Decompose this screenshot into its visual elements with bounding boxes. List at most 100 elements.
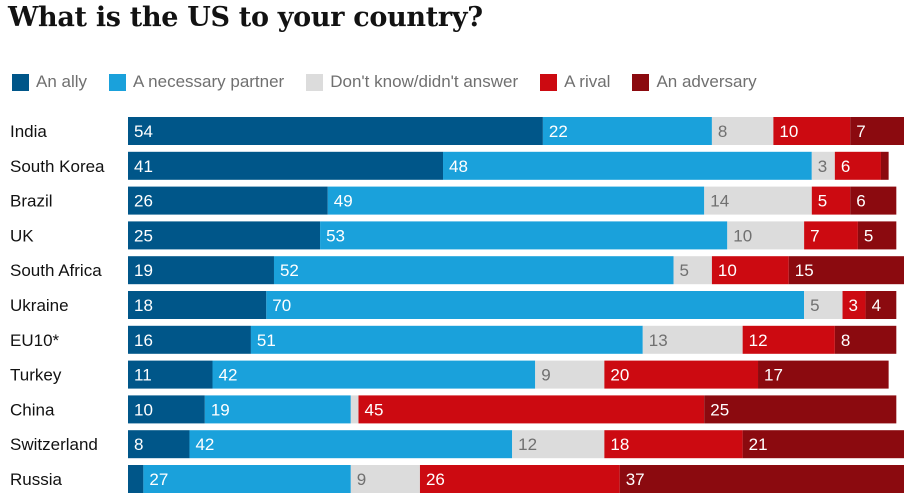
- bar-south-africa-an-ally: [128, 256, 274, 285]
- data-label-china-a-rival: 45: [365, 400, 384, 419]
- data-label-ukraine-a-rival: 3: [849, 296, 858, 315]
- bar-russia-don-t-know-didn-t-answer: [350, 465, 420, 493]
- data-label-eu10-an-adversary: 8: [841, 331, 850, 350]
- bar-south-africa-a-necessary-partner: [273, 256, 674, 285]
- bar-india-a-necessary-partner: [542, 117, 712, 145]
- bar-india-don-t-know-didn-t-answer: [711, 117, 774, 145]
- legend-item-an-adversary: An adversary: [632, 72, 757, 92]
- data-label-china-a-necessary-partner: 19: [211, 400, 230, 419]
- data-label-brazil-don-t-know-didn-t-answer: 14: [710, 192, 729, 211]
- legend-item-don-t-know-didn-t-answer: Don't know/didn't answer: [306, 72, 518, 92]
- legend-label: An ally: [36, 72, 88, 91]
- bar-south-africa-don-t-know-didn-t-answer: [673, 256, 712, 285]
- data-label-turkey-a-necessary-partner: 42: [219, 366, 238, 385]
- data-label-turkey-don-t-know-didn-t-answer: 9: [541, 366, 550, 385]
- data-label-turkey-an-ally: 11: [134, 366, 152, 385]
- bar-south-korea-don-t-know-didn-t-answer: [811, 151, 835, 180]
- data-label-eu10-a-rival: 12: [749, 331, 768, 350]
- data-label-uk-a-necessary-partner: 53: [326, 226, 345, 245]
- bar-india-a-rival: [773, 117, 851, 145]
- data-label-brazil-an-ally: 26: [134, 192, 153, 211]
- bar-eu10-a-rival: [742, 325, 835, 354]
- bar-switzerland-an-ally: [128, 430, 190, 459]
- bar-south-korea-an-adversary: [880, 151, 889, 180]
- bar-turkey-an-ally: [128, 360, 213, 389]
- bar-brazil-a-rival: [811, 186, 851, 215]
- data-label-india-don-t-know-didn-t-answer: 8: [718, 122, 727, 141]
- data-label-russia-don-t-know-didn-t-answer: 9: [357, 470, 366, 489]
- bar-china-a-necessary-partner: [204, 395, 351, 424]
- bar-uk-an-adversary: [857, 221, 897, 250]
- legend-label: An adversary: [656, 72, 757, 91]
- legend-label: A necessary partner: [133, 72, 285, 91]
- data-label-switzerland-a-necessary-partner: 42: [195, 435, 214, 454]
- data-label-eu10-an-ally: 16: [134, 331, 153, 350]
- bar-brazil-an-adversary: [850, 186, 897, 215]
- data-label-russia-an-adversary: 37: [626, 470, 645, 489]
- bar-ukraine-a-rival: [842, 291, 866, 319]
- legend-label: A rival: [564, 72, 611, 91]
- bar-china-an-ally: [128, 395, 205, 424]
- category-label-south-korea: South Korea: [10, 157, 105, 176]
- bar-russia-a-necessary-partner: [143, 465, 351, 493]
- bar-china-a-rival: [358, 395, 705, 424]
- bar-brazil-don-t-know-didn-t-answer: [704, 186, 812, 215]
- data-label-india-a-rival: 10: [779, 122, 798, 141]
- bar-ukraine-an-ally: [128, 291, 267, 319]
- bar-ukraine-a-necessary-partner: [266, 291, 805, 319]
- bar-russia-an-ally: [128, 465, 144, 493]
- data-label-south-africa-an-adversary: 15: [795, 261, 814, 280]
- data-label-ukraine-a-necessary-partner: 70: [272, 296, 291, 315]
- bar-uk-don-t-know-didn-t-answer: [727, 221, 805, 250]
- category-label-turkey: Turkey: [10, 366, 62, 385]
- bar-turkey-an-adversary: [758, 360, 889, 389]
- data-label-uk-a-rival: 7: [810, 226, 819, 245]
- bar-switzerland-a-rival: [604, 430, 743, 459]
- data-label-turkey-an-adversary: 17: [764, 366, 783, 385]
- legend: An ally A necessary partner Don't know/did…: [12, 70, 779, 94]
- data-label-south-africa-a-rival: 10: [718, 261, 737, 280]
- legend-swatch: [109, 73, 127, 91]
- bar-switzerland-an-adversary: [742, 430, 904, 459]
- data-label-ukraine-don-t-know-didn-t-answer: 5: [810, 296, 819, 315]
- data-label-south-korea-an-ally: 41: [134, 157, 153, 176]
- data-label-brazil-a-rival: 5: [818, 192, 827, 211]
- legend-swatch: [12, 73, 29, 91]
- bar-eu10-don-t-know-didn-t-answer: [642, 325, 743, 354]
- data-label-south-africa-a-necessary-partner: 52: [280, 261, 299, 280]
- data-label-india-an-adversary: 7: [856, 122, 865, 141]
- category-label-russia: Russia: [10, 470, 63, 489]
- bar-ukraine-don-t-know-didn-t-answer: [804, 291, 843, 319]
- legend-swatch: [540, 73, 558, 91]
- bar-china-don-t-know-didn-t-answer: [350, 395, 359, 424]
- data-label-switzerland-don-t-know-didn-t-answer: 12: [518, 435, 537, 454]
- data-label-india-an-ally: 54: [134, 122, 153, 141]
- data-label-russia-a-rival: 26: [426, 470, 445, 489]
- bar-uk-an-ally: [128, 221, 321, 250]
- data-label-brazil-an-adversary: 6: [856, 192, 865, 211]
- category-label-ukraine: Ukraine: [10, 296, 69, 315]
- data-label-south-korea-a-rival: 6: [841, 157, 850, 176]
- bar-switzerland-don-t-know-didn-t-answer: [512, 430, 605, 459]
- data-label-ukraine-an-ally: 18: [134, 296, 153, 315]
- bar-ukraine-an-adversary: [865, 291, 897, 319]
- bar-eu10-an-adversary: [834, 325, 897, 354]
- category-label-eu10: EU10*: [10, 331, 60, 350]
- legend-item-an-ally: An ally: [12, 72, 87, 92]
- data-label-china-an-ally: 10: [134, 400, 153, 419]
- data-label-south-korea-don-t-know-didn-t-answer: 3: [818, 157, 827, 176]
- data-label-uk-an-adversary: 5: [864, 226, 873, 245]
- bar-eu10-a-necessary-partner: [250, 325, 643, 354]
- bar-uk-a-rival: [804, 221, 858, 250]
- data-label-switzerland-a-rival: 18: [610, 435, 629, 454]
- bar-south-africa-a-rival: [711, 256, 789, 285]
- bar-russia-an-adversary: [619, 465, 904, 493]
- bar-south-korea-a-necessary-partner: [443, 151, 812, 180]
- bar-south-korea-an-ally: [128, 151, 444, 180]
- data-label-russia-a-necessary-partner: 27: [149, 470, 168, 489]
- legend-item-a-necessary-partner: A necessary partner: [109, 72, 284, 92]
- legend-swatch: [632, 73, 650, 91]
- bar-switzerland-a-necessary-partner: [189, 430, 513, 459]
- bar-south-africa-an-adversary: [788, 256, 904, 285]
